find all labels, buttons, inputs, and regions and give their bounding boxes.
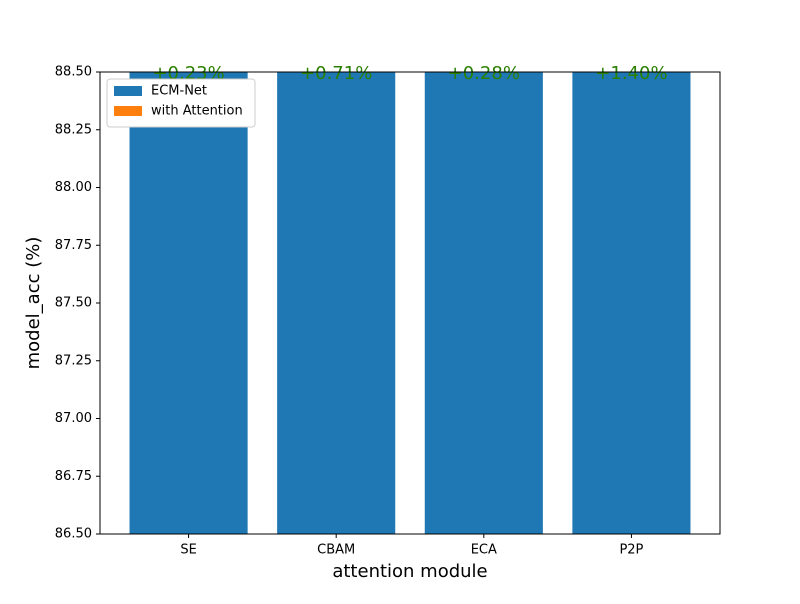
value-label: +0.71% — [300, 63, 372, 84]
value-label: +0.28% — [448, 63, 520, 84]
legend-box — [106, 78, 256, 128]
y-tick-label: 88.50 — [55, 65, 92, 80]
plot-frame — [99, 71, 721, 535]
x-tick-label: SE — [180, 543, 196, 558]
value-label: +1.40% — [595, 63, 667, 84]
bar-segment — [277, 72, 396, 534]
y-tick-label: 88.25 — [55, 122, 92, 137]
y-tick-label: 86.50 — [55, 527, 92, 542]
legend-swatch — [114, 86, 142, 96]
bar-segment — [572, 72, 691, 534]
legend-swatch — [114, 106, 142, 116]
y-axis-label: model_acc (%) — [23, 237, 44, 370]
x-tick-label: P2P — [619, 543, 643, 558]
legend-label: with Attention — [151, 104, 243, 119]
y-tick-label: 86.75 — [55, 469, 92, 484]
x-axis-label: attention module — [332, 561, 487, 582]
bar-segment — [129, 72, 248, 534]
legend-label: ECM-Net — [151, 84, 207, 99]
y-tick-label: 88.00 — [55, 180, 92, 195]
x-tick-label: ECA — [471, 543, 497, 558]
y-tick-label: 87.00 — [55, 411, 92, 426]
y-tick-label: 87.50 — [55, 296, 92, 311]
x-tick-label: CBAM — [317, 543, 355, 558]
bar-segment — [424, 72, 543, 534]
y-tick-label: 87.75 — [55, 238, 92, 253]
y-tick-label: 87.25 — [55, 353, 92, 368]
